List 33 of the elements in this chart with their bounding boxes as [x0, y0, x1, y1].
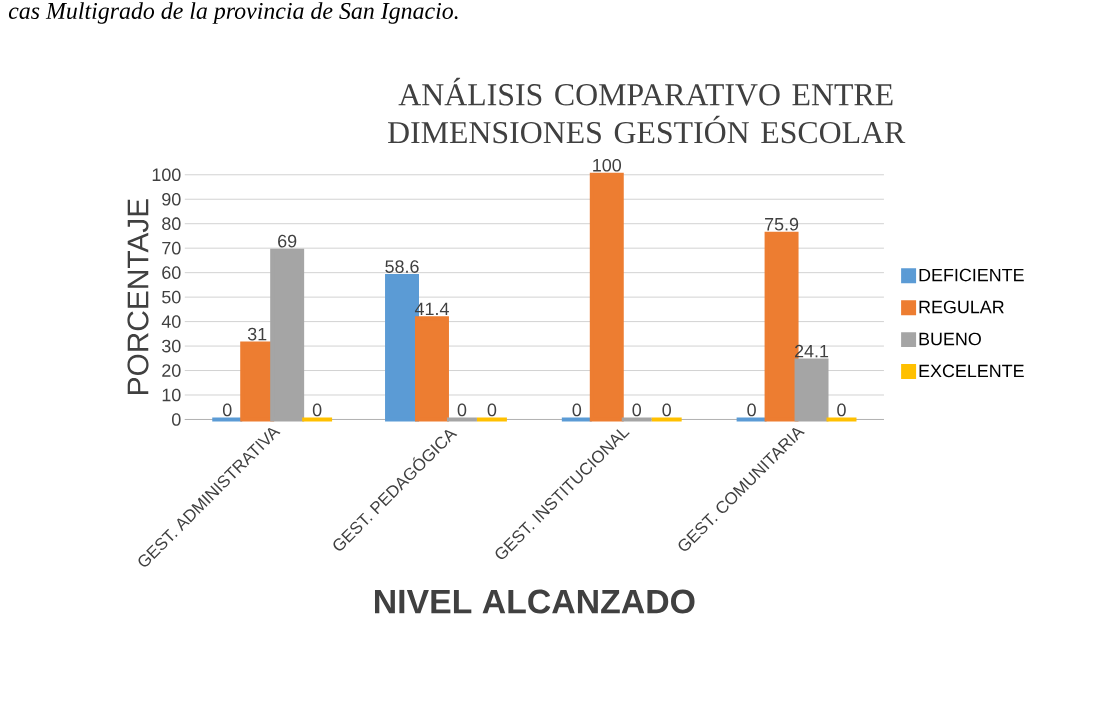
y-tick-label: 80 — [162, 217, 181, 230]
data-label: 0 — [222, 403, 232, 417]
data-label: 0 — [837, 403, 846, 417]
data-label: 0 — [747, 403, 756, 417]
legend-label: DEFICIENTE — [919, 268, 1024, 282]
data-label: 75.9 — [765, 217, 799, 231]
y-tick-label: 40 — [161, 315, 181, 328]
y-tick-label: 10 — [162, 388, 181, 402]
data-label: 58.6 — [385, 260, 419, 273]
y-tick-label: 70 — [162, 241, 181, 255]
data-label: 0 — [632, 403, 642, 417]
y-tick-label: 20 — [162, 364, 181, 377]
y-tick-label: 30 — [162, 339, 181, 353]
legend-label: REGULAR — [919, 300, 1004, 314]
data-label: 0 — [662, 403, 671, 417]
y-tick-label: 50 — [162, 290, 181, 304]
data-label: 0 — [457, 403, 467, 417]
legend-label: EXCELENTE — [919, 364, 1024, 378]
data-label: 0 — [572, 403, 582, 417]
data-label: 100 — [593, 158, 622, 172]
y-tick-label: 0 — [172, 413, 181, 426]
y-tick-label: 90 — [162, 192, 181, 206]
data-label: 0 — [487, 403, 497, 417]
data-label: 69 — [278, 234, 297, 248]
legend-label: BUENO — [919, 332, 981, 346]
data-label: 31 — [247, 327, 267, 341]
y-tick-label: 60 — [162, 266, 181, 279]
data-label: 0 — [312, 403, 322, 417]
text: cas Multigrado de la provincia de San Ignacio. — [8, 2, 458, 24]
chart-title: ANÁLISIS COMPARATIVO ENTRE DIMENSIONES GESTIÓN ESCOLAR — [387, 77, 906, 144]
y-axis-title: PORCENTAJE — [127, 199, 149, 394]
y-tick-label: 100 — [152, 168, 181, 182]
x-axis-title: NIVEL ALCANZADO — [374, 589, 695, 614]
